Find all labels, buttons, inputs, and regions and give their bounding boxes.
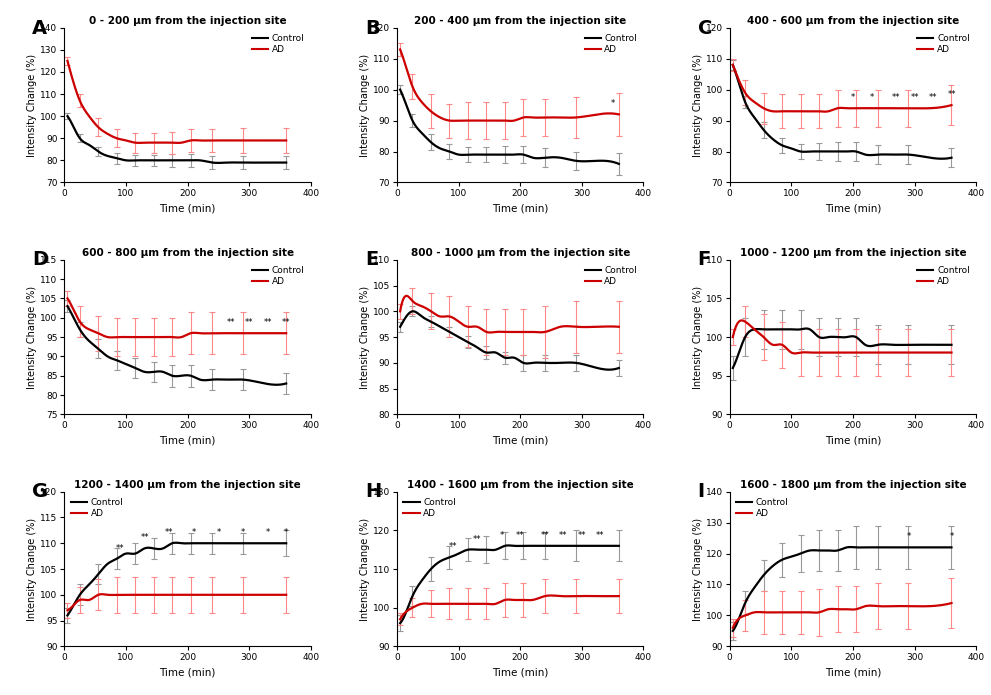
Text: C: C [698,19,713,38]
Text: **: ** [911,93,919,102]
Y-axis label: Intensity Change (%): Intensity Change (%) [360,54,370,156]
Text: *: * [499,531,503,539]
Text: *: * [216,528,221,537]
Legend: Control, AD: Control, AD [583,32,639,56]
X-axis label: Time (min): Time (min) [825,204,881,214]
Legend: Control, AD: Control, AD [250,32,306,56]
Y-axis label: Intensity Change (%): Intensity Change (%) [693,518,703,621]
Title: 1200 - 1400 μm from the injection site: 1200 - 1400 μm from the injection site [74,480,301,489]
Text: **: ** [116,543,124,553]
Text: *: * [241,528,245,537]
Text: *: * [869,93,873,102]
Title: 800 - 1000 μm from the injection site: 800 - 1000 μm from the injection site [410,247,630,258]
Text: **: ** [929,93,937,102]
Y-axis label: Intensity Change (%): Intensity Change (%) [28,286,38,389]
Text: **: ** [264,318,272,327]
Text: **: ** [281,318,290,327]
Y-axis label: Intensity Change (%): Intensity Change (%) [28,518,38,621]
Text: I: I [698,482,705,501]
Y-axis label: Intensity Change (%): Intensity Change (%) [360,286,370,389]
Text: **: ** [541,531,549,539]
Title: 1400 - 1600 μm from the injection site: 1400 - 1600 μm from the injection site [407,480,633,489]
Text: *: * [851,93,855,102]
X-axis label: Time (min): Time (min) [825,668,881,678]
Legend: Control, AD: Control, AD [734,496,791,520]
Legend: Control, AD: Control, AD [916,32,971,56]
Text: H: H [365,482,382,501]
Y-axis label: Intensity Change (%): Intensity Change (%) [28,54,38,156]
Text: B: B [365,19,380,38]
Title: 1000 - 1200 μm from the injection site: 1000 - 1200 μm from the injection site [739,247,966,258]
Legend: Control, AD: Control, AD [401,496,458,520]
Legend: Control, AD: Control, AD [916,264,971,288]
Text: G: G [33,482,49,501]
X-axis label: Time (min): Time (min) [493,436,548,446]
Text: **: ** [245,318,254,327]
Text: **: ** [597,531,605,539]
Title: 0 - 200 μm from the injection site: 0 - 200 μm from the injection site [89,15,286,26]
X-axis label: Time (min): Time (min) [825,436,881,446]
Legend: Control, AD: Control, AD [69,496,125,520]
Text: A: A [33,19,48,38]
Text: **: ** [227,318,235,327]
Title: 200 - 400 μm from the injection site: 200 - 400 μm from the injection site [414,15,626,26]
Text: D: D [33,250,49,270]
Y-axis label: Intensity Change (%): Intensity Change (%) [693,54,703,156]
Text: **: ** [947,90,955,99]
Text: **: ** [473,534,482,543]
Text: *: * [191,528,196,537]
Title: 400 - 600 μm from the injection site: 400 - 600 μm from the injection site [747,15,959,26]
X-axis label: Time (min): Time (min) [493,204,548,214]
X-axis label: Time (min): Time (min) [160,204,216,214]
Y-axis label: Intensity Change (%): Intensity Change (%) [693,286,703,389]
Text: E: E [365,250,379,270]
Text: F: F [698,250,711,270]
Text: **: ** [448,542,457,551]
Legend: Control, AD: Control, AD [583,264,639,288]
Text: *: * [284,528,288,537]
X-axis label: Time (min): Time (min) [160,436,216,446]
Text: **: ** [516,531,524,539]
Title: 600 - 800 μm from the injection site: 600 - 800 μm from the injection site [81,247,293,258]
X-axis label: Time (min): Time (min) [493,668,548,678]
Text: **: ** [892,93,900,102]
Text: *: * [906,532,911,541]
Text: **: ** [578,531,586,539]
Text: **: ** [165,528,173,537]
Text: *: * [266,528,270,537]
Text: **: ** [141,533,149,542]
Y-axis label: Intensity Change (%): Intensity Change (%) [360,518,370,621]
Text: **: ** [559,531,568,539]
Legend: Control, AD: Control, AD [250,264,306,288]
Text: *: * [949,532,953,541]
X-axis label: Time (min): Time (min) [160,668,216,678]
Title: 1600 - 1800 μm from the injection site: 1600 - 1800 μm from the injection site [739,480,966,489]
Text: *: * [610,99,614,108]
